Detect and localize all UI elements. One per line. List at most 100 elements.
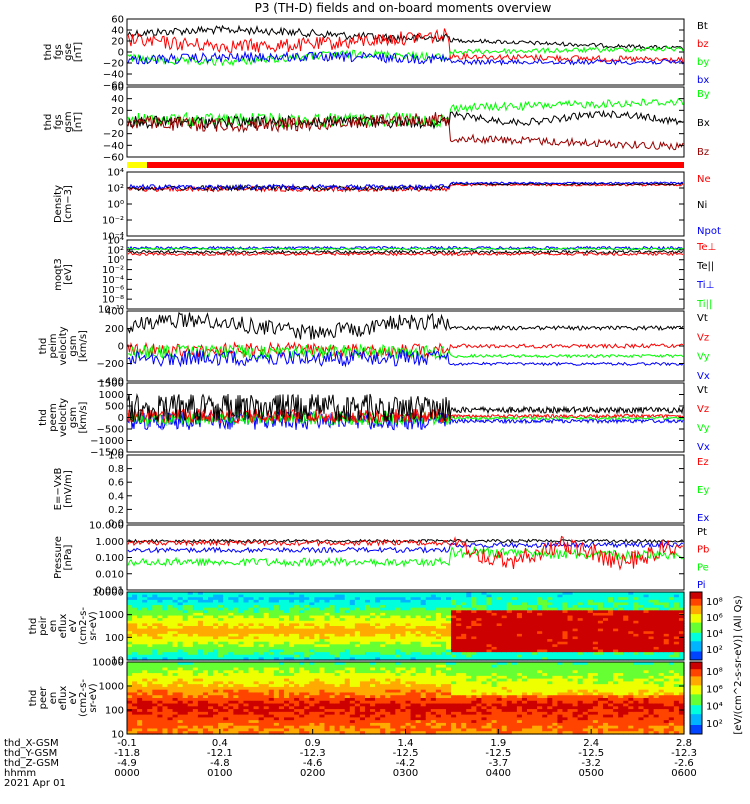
- spectrogram-cell: [476, 728, 483, 732]
- spectrogram-cell: [137, 695, 143, 699]
- spectrogram-cell: [238, 615, 245, 619]
- spectrogram-cell: [294, 646, 300, 651]
- spectrogram-cell: [137, 636, 143, 640]
- spectrogram-cell: [157, 722, 164, 727]
- spectrogram-cell: [309, 626, 315, 630]
- spectrogram-cell: [258, 673, 265, 677]
- spectrogram-cell: [572, 657, 579, 661]
- spectrogram-cell: [577, 657, 584, 661]
- spectrogram-cell: [587, 605, 594, 609]
- spectrogram-cell: [273, 720, 280, 724]
- spectrogram-cell: [405, 618, 412, 622]
- spectrogram-cell: [289, 612, 295, 617]
- spectrogram-cell: [177, 623, 184, 627]
- spectrogram-cell: [268, 700, 275, 705]
- spectrogram-cell: [400, 714, 407, 718]
- spectrogram-cell: [289, 618, 295, 622]
- spectrogram-cell: [273, 652, 280, 656]
- spectrogram-cell: [506, 684, 513, 688]
- spectrogram-cell: [238, 636, 245, 640]
- spectrogram-cell: [233, 618, 239, 622]
- spectrogram-cell: [481, 703, 488, 707]
- spectrogram-cell: [678, 607, 685, 611]
- spectrogram-cell: [278, 684, 285, 688]
- spectrogram-cell: [476, 644, 483, 648]
- spectrogram-cell: [496, 725, 503, 730]
- spectrogram-cell: [653, 631, 660, 635]
- spectrogram-cell: [476, 673, 483, 677]
- spectrogram-cell: [370, 689, 376, 694]
- spectrogram-cell: [471, 644, 477, 648]
- spectrogram-cell: [466, 605, 472, 609]
- spectrogram-cell: [248, 592, 255, 596]
- spectrogram-cell: [602, 597, 609, 601]
- spectrogram-cell: [527, 615, 533, 619]
- spectrogram-cell: [400, 602, 407, 606]
- spectrogram-cell: [602, 657, 609, 661]
- spectrogram-cell: [567, 605, 574, 609]
- spectrogram-cell: [405, 620, 412, 624]
- spectrogram-cell: [653, 654, 660, 658]
- spectrogram-cell: [152, 662, 158, 666]
- spectrogram-cell: [289, 722, 295, 727]
- spectrogram-cell: [521, 644, 528, 648]
- spectrogram-cell: [202, 731, 209, 735]
- spectrogram-cell: [370, 639, 376, 643]
- spectrogram-cell: [456, 636, 462, 640]
- spectrogram-cell: [420, 620, 427, 624]
- spectrogram-cell: [572, 652, 579, 656]
- spectrogram-cell: [425, 678, 432, 682]
- spectrogram-cell: [299, 602, 305, 606]
- spectrogram-cell: [268, 618, 275, 622]
- spectrogram-cell: [496, 717, 503, 721]
- spectrogram-cell: [400, 641, 407, 645]
- spectrogram-cell: [127, 602, 133, 606]
- spectrogram-cell: [147, 720, 153, 724]
- spectrogram-cell: [177, 597, 184, 601]
- spectrogram-cell: [380, 692, 386, 696]
- spectrogram-cell: [258, 612, 265, 617]
- spectrogram-cell: [430, 644, 437, 648]
- spectrogram-cell: [309, 684, 315, 688]
- spectrogram-cell: [608, 610, 614, 614]
- spectrogram-cell: [294, 633, 300, 638]
- spectrogram-cell: [501, 631, 508, 635]
- spectrogram-cell: [446, 597, 452, 601]
- spectrogram-cell: [380, 725, 386, 730]
- spectrogram-cell: [486, 610, 493, 614]
- spectrogram-cell: [349, 597, 356, 601]
- spectrogram-cell: [618, 657, 624, 661]
- spectrogram-cell: [142, 599, 148, 604]
- spectrogram-cell: [451, 670, 457, 674]
- spectrogram-cell: [309, 597, 315, 601]
- spectrogram-cell: [263, 644, 270, 648]
- spectrogram-cell: [319, 703, 326, 707]
- spectrogram-cell: [147, 731, 153, 735]
- spectrogram-cell: [273, 698, 280, 702]
- spectrogram-cell: [309, 654, 315, 658]
- spectrogram-cell: [314, 612, 321, 617]
- spectrogram-cell: [132, 597, 138, 601]
- spectrogram-cell: [197, 662, 204, 666]
- spectrogram-cell: [218, 664, 224, 669]
- spectrogram-cell: [425, 597, 432, 601]
- spectrogram-cell: [248, 717, 255, 721]
- spectrogram-cell: [319, 662, 326, 666]
- spectrogram-cell: [410, 703, 417, 707]
- spectrogram-cell: [268, 678, 275, 682]
- spectrogram-cell: [289, 698, 295, 702]
- spectrogram-cell: [501, 720, 508, 724]
- spectrogram-cell: [542, 602, 548, 606]
- spectrogram-cell: [157, 636, 164, 640]
- spectrogram-cell: [587, 610, 594, 614]
- spectrogram-cell: [481, 731, 488, 735]
- spectrogram-cell: [592, 597, 599, 601]
- spectrogram-cell: [182, 652, 189, 656]
- spectrogram-cell: [309, 610, 315, 614]
- spectrogram-cell: [192, 728, 199, 732]
- spectrogram-cell: [390, 670, 396, 674]
- spectrogram-cell: [147, 641, 153, 645]
- spectrogram-cell: [289, 649, 295, 653]
- spectrogram-cell: [192, 594, 199, 598]
- spectrogram-cell: [532, 597, 538, 601]
